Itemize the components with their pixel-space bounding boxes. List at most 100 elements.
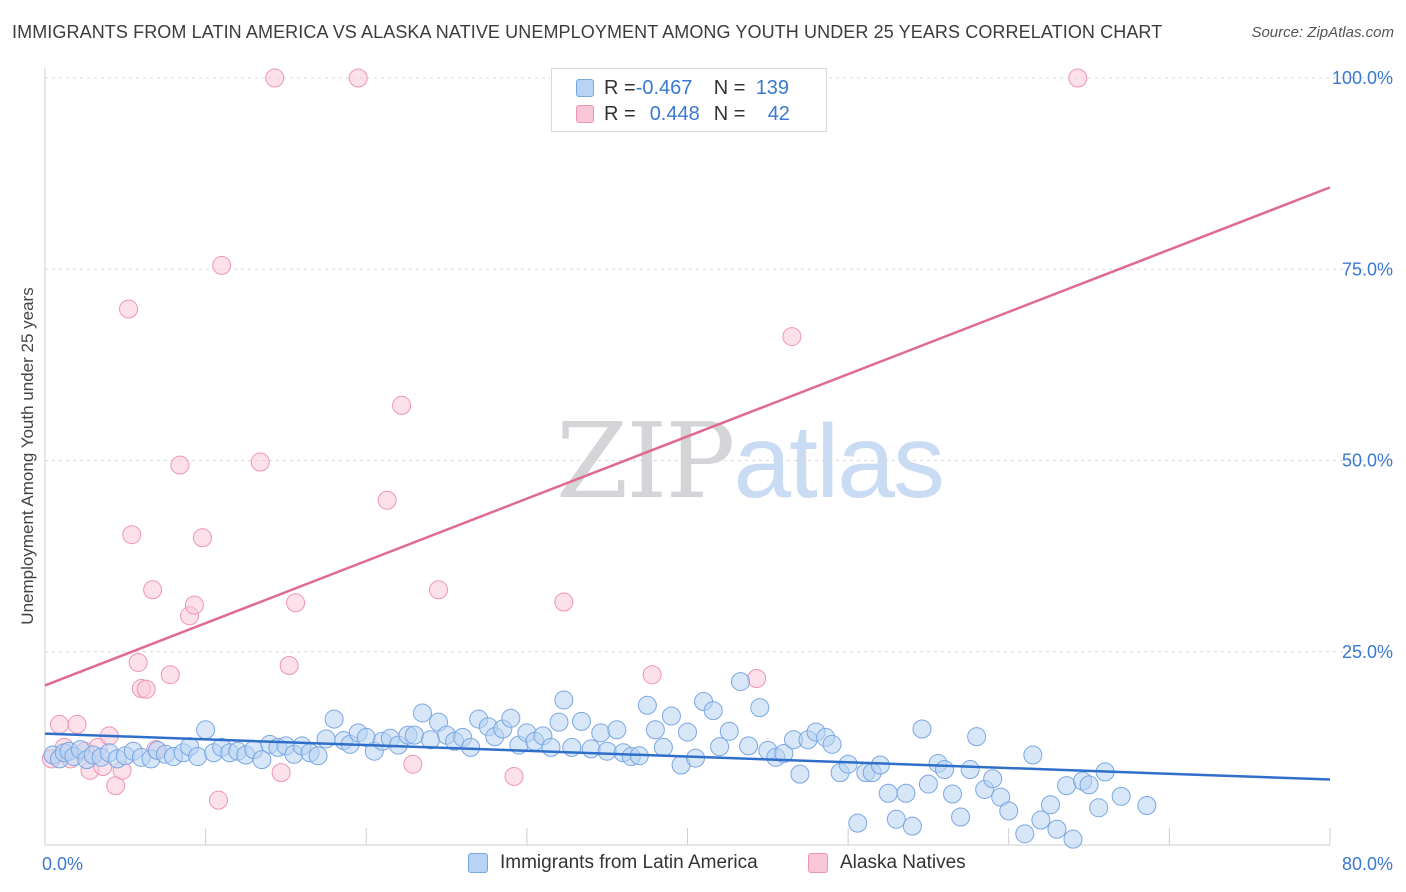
correlation-legend: R = -0.467 N = 139 R = 0.448 N = 42 (551, 68, 827, 132)
legend-item-alaska-natives: Alaska Natives (808, 852, 966, 874)
latin-america-point (896, 783, 916, 803)
latin-america-point (412, 703, 432, 723)
y-tick-label: 75.0% (1342, 259, 1393, 279)
latin-america-point (581, 739, 601, 759)
latin-america-point (554, 690, 574, 710)
alaska-natives-point (119, 299, 139, 319)
r-value: 0.448 (649, 102, 700, 125)
latin-america-point (886, 809, 906, 829)
alaska-natives-point (271, 763, 291, 783)
pink-swatch-icon (808, 853, 828, 873)
grid-lines (45, 77, 1365, 653)
alaska-natives-point (212, 255, 232, 275)
latin-america-point (902, 816, 922, 836)
alaska-natives-point (642, 665, 662, 685)
latin-america-point (607, 720, 627, 740)
y-tick-label: 100.0% (1332, 68, 1393, 88)
chart-title: IMMIGRANTS FROM LATIN AMERICA VS ALASKA … (12, 22, 1163, 42)
watermark-atlas: atlas (733, 404, 945, 520)
r-label: R = (604, 76, 636, 99)
latin-america-point (541, 737, 561, 757)
legend-label: Alaska Natives (840, 852, 966, 873)
latin-america-point (1023, 745, 1043, 765)
latin-america-point (951, 807, 971, 827)
alaska-natives-point (136, 679, 156, 699)
alaska-natives-point (377, 490, 397, 510)
latin-america-point (878, 783, 898, 803)
latin-america-point (1057, 776, 1077, 796)
latin-america-point (661, 706, 681, 726)
r-value: -0.467 (635, 76, 693, 99)
alaska-natives-point (250, 452, 270, 472)
alaska-natives-point (265, 68, 285, 88)
axes (44, 68, 1331, 846)
latin-america-point (1041, 795, 1061, 815)
latin-america-point (196, 720, 216, 740)
alaska-natives-point (192, 528, 212, 548)
alaska-natives-point (504, 766, 524, 786)
latin-america-point (870, 755, 890, 775)
pink-swatch-icon (576, 105, 594, 123)
latin-america-point (571, 711, 591, 731)
latin-america-point (324, 709, 344, 729)
latin-america-point (308, 746, 328, 766)
latin-america-point (1063, 829, 1083, 849)
alaska-natives-point (286, 593, 306, 613)
n-value: 42 (767, 102, 790, 125)
trendlines (44, 186, 1331, 781)
x-tick-label: 80.0% (1342, 854, 1393, 874)
latin-america-point (935, 760, 954, 780)
x-tick-label: 0.0% (42, 854, 83, 874)
alaska-natives-point (429, 580, 449, 600)
alaska-natives-point (128, 652, 148, 672)
latin-america-point (316, 729, 336, 749)
latin-america-point (703, 701, 723, 721)
y-tick-label: 25.0% (1342, 642, 1393, 662)
latin-america-point (912, 719, 932, 739)
latin-america-point (710, 737, 730, 757)
legend-label: Immigrants from Latin America (500, 852, 758, 873)
latin-america-point (960, 760, 980, 780)
latin-america-trendline (44, 732, 1331, 781)
latin-america-point (739, 736, 759, 756)
alaska-natives-point (170, 455, 190, 475)
series-legend: Immigrants from Latin America Alaska Nat… (0, 852, 1406, 878)
latin-america-point (637, 695, 657, 715)
alaska-natives-point (184, 595, 204, 615)
latin-america-point (645, 720, 665, 740)
alaska-natives-point (782, 327, 802, 347)
alaska-natives-point (67, 714, 87, 734)
alaska-natives-point (143, 580, 163, 600)
latin-america-point (750, 698, 770, 718)
latin-america-point (943, 784, 963, 804)
latin-america-point (790, 764, 810, 784)
latin-america-point (999, 801, 1019, 821)
latin-america-point (1089, 798, 1109, 818)
alaska-natives-point (49, 714, 69, 734)
latin-america-point (1079, 775, 1099, 795)
alaska-natives-point (392, 395, 412, 415)
latin-america-point (404, 725, 424, 745)
n-value: 139 (755, 76, 790, 99)
tick-labels: 25.0% 50.0% 75.0% 100.0% 0.0% 80.0% (42, 68, 1393, 874)
latin-america-point (1111, 786, 1131, 806)
latin-america-point (1015, 824, 1035, 844)
blue-swatch-icon (576, 79, 594, 97)
alaska-natives-trendline (44, 186, 1331, 687)
n-label: N = (713, 102, 746, 125)
latin-america-point (838, 754, 858, 774)
latin-america-point (591, 723, 611, 743)
latin-america-point (731, 672, 751, 692)
alaska-natives-point (747, 669, 767, 689)
blue-swatch-icon (468, 853, 488, 873)
latin-america-point (848, 813, 868, 833)
alaska-natives-point (122, 525, 142, 545)
legend-row-pink: R = 0.448 N = 42 (576, 102, 790, 126)
latin-america-point (1047, 819, 1067, 839)
alaska-natives-point (1068, 68, 1088, 88)
latin-america-point (774, 743, 794, 763)
latin-america-point (918, 774, 938, 794)
latin-america-point (188, 747, 208, 767)
latin-america-point (252, 750, 272, 770)
